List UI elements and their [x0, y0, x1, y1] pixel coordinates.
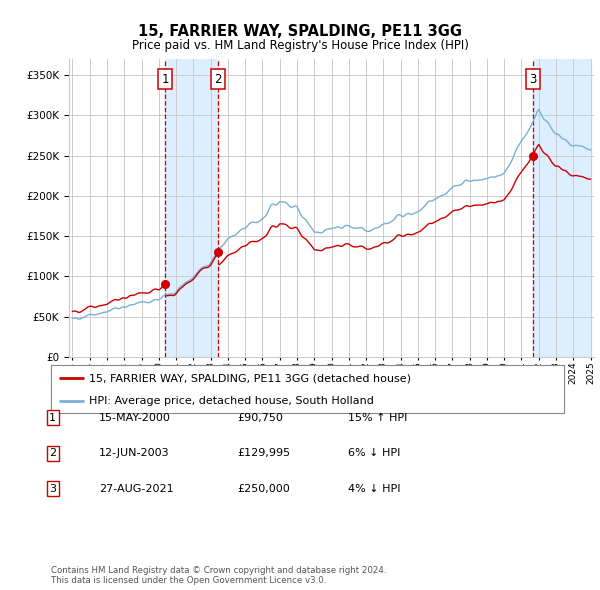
Text: Contains HM Land Registry data © Crown copyright and database right 2024.
This d: Contains HM Land Registry data © Crown c… [51, 566, 386, 585]
Text: £250,000: £250,000 [237, 484, 290, 493]
Text: Price paid vs. HM Land Registry's House Price Index (HPI): Price paid vs. HM Land Registry's House … [131, 39, 469, 52]
Text: 6% ↓ HPI: 6% ↓ HPI [348, 448, 400, 458]
Text: 15, FARRIER WAY, SPALDING, PE11 3GG: 15, FARRIER WAY, SPALDING, PE11 3GG [138, 24, 462, 38]
Text: £90,750: £90,750 [237, 413, 283, 422]
Text: 15-MAY-2000: 15-MAY-2000 [99, 413, 171, 422]
Text: 12-JUN-2003: 12-JUN-2003 [99, 448, 170, 458]
Text: 15% ↑ HPI: 15% ↑ HPI [348, 413, 407, 422]
Text: 2: 2 [49, 448, 56, 458]
Text: HPI: Average price, detached house, South Holland: HPI: Average price, detached house, Sout… [89, 396, 374, 406]
Text: £129,995: £129,995 [237, 448, 290, 458]
Text: 15, FARRIER WAY, SPALDING, PE11 3GG (detached house): 15, FARRIER WAY, SPALDING, PE11 3GG (det… [89, 373, 412, 383]
Text: 3: 3 [49, 484, 56, 493]
Bar [165, 59, 218, 357]
Text: 3: 3 [529, 73, 536, 86]
Text: 1: 1 [161, 73, 169, 86]
Text: 27-AUG-2021: 27-AUG-2021 [99, 484, 173, 493]
Text: 1: 1 [49, 413, 56, 422]
Bar [533, 59, 590, 357]
Text: 4% ↓ HPI: 4% ↓ HPI [348, 484, 401, 493]
Text: 2: 2 [214, 73, 222, 86]
